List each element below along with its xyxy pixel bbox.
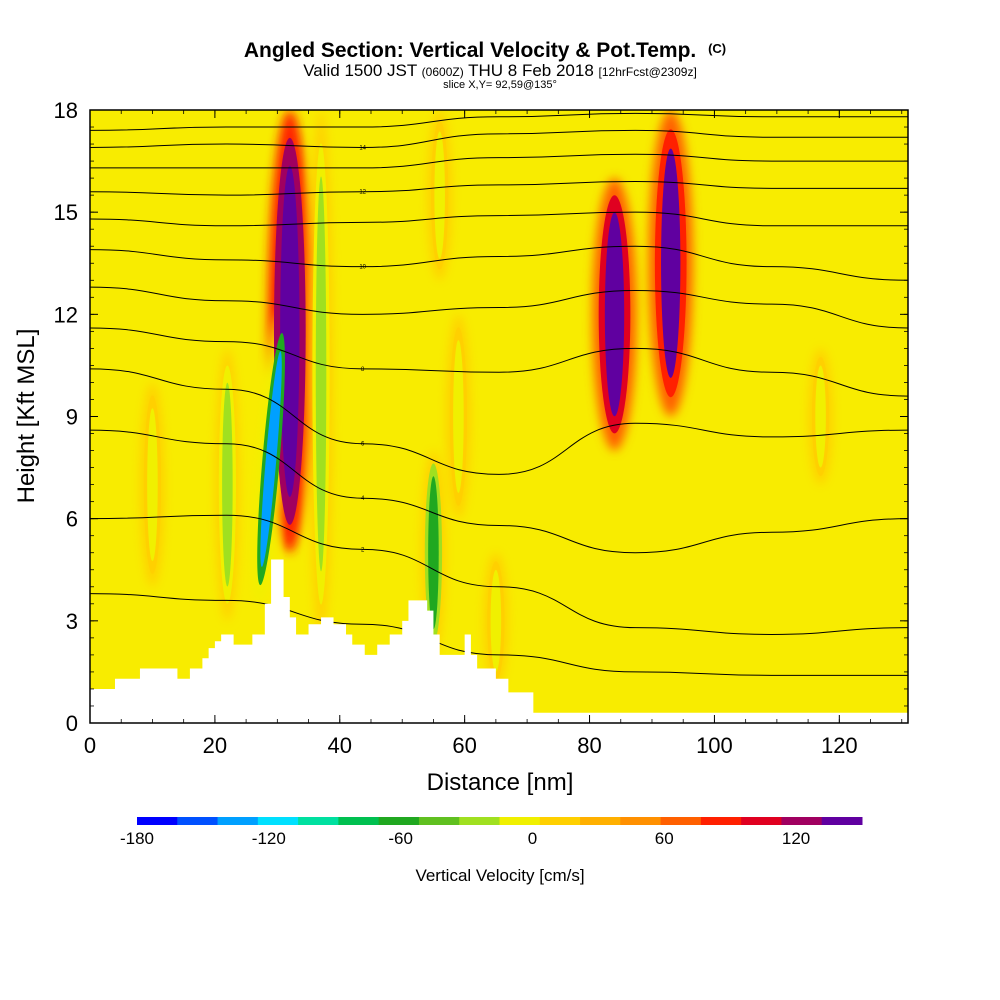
isentrope-label: 6 [361, 442, 365, 448]
colorbar-swatch [539, 817, 581, 825]
colorbar-swatch [217, 817, 259, 825]
colorbar-swatch [821, 817, 863, 825]
isentrope-line [90, 129, 908, 148]
isentrope-label: 10 [359, 265, 366, 271]
x-axis-label: Distance [nm] [427, 769, 574, 796]
colorbar-swatch [418, 817, 460, 825]
x-tick-label: 80 [577, 733, 601, 758]
svg-text:Valid 1500 JST (0600Z): Valid 1500 JST (0600Z) THU 8 Feb 2018 [1… [303, 61, 697, 80]
colorbar-tick-label: 120 [782, 829, 810, 848]
title-units: (C) [708, 41, 726, 56]
colorbar-swatch [378, 817, 420, 825]
isentrope-line [90, 245, 908, 281]
downdraft-5-layer-2 [147, 408, 158, 562]
colorbar-swatch [580, 817, 621, 825]
forecast-info: [12hrFcst@2309z] [599, 65, 697, 79]
colorbar-swatch [499, 817, 541, 825]
colorbar-tick-label: 0 [528, 829, 537, 848]
chart-title: Angled Section: Vertical Velocity & Pot.… [244, 39, 696, 62]
downdraft-2-layer-2 [222, 382, 233, 587]
x-tick-label: 0 [84, 733, 96, 758]
downdraft-6-layer-2 [490, 569, 502, 672]
y-tick-label: 18 [54, 98, 78, 123]
colorbar-swatch [741, 817, 782, 825]
colorbar-swatch [620, 817, 662, 825]
y-tick-label: 0 [66, 711, 78, 736]
slice-info: slice X,Y= 92,59@135° [443, 79, 557, 91]
terrain-mask [90, 559, 908, 723]
x-tick-label: 60 [452, 733, 476, 758]
valid-date: THU 8 Feb 2018 [468, 61, 594, 80]
colorbar-swatch [298, 817, 339, 825]
isentrope-line [90, 593, 908, 676]
colorbar-swatch [700, 817, 742, 825]
downdraft-4-layer-2 [453, 340, 464, 493]
colorbar-swatch [781, 817, 823, 825]
isentrope-line [90, 368, 908, 475]
colorbar-tick-label: -180 [120, 829, 154, 848]
downdraft-3-layer-2 [428, 476, 439, 630]
isentrope-line [90, 327, 908, 397]
colorbar-tick-label: -120 [252, 829, 286, 848]
isentrope-line [90, 429, 908, 554]
isentrope-label: 14 [359, 145, 366, 151]
colorbar-swatch [338, 817, 380, 825]
x-tick-label: 20 [203, 733, 227, 758]
colorbar-tick-label: -60 [388, 829, 413, 848]
updraft-1-layer-2 [604, 212, 625, 417]
y-tick-label: 6 [66, 507, 78, 532]
isentrope-contours: 2 4 6 8 10 12 14 [90, 112, 908, 676]
x-tick-label: 120 [821, 733, 858, 758]
isentrope-label: 2 [361, 547, 365, 553]
isentrope-label: 8 [361, 367, 365, 373]
y-tick-label: 15 [54, 200, 78, 225]
x-tick-label: 100 [696, 733, 733, 758]
colorbar-swatch [137, 817, 178, 825]
downdraft-8-layer-2 [434, 131, 445, 259]
isentrope-line [90, 211, 908, 227]
colorbar-swatch [459, 817, 500, 825]
colorbar: -180 -120 -60 0 60 120 [120, 817, 863, 848]
y-axis-label: Height [Kft MSL] [13, 329, 40, 504]
downdraft-0-layer-2 [260, 351, 282, 567]
isentrope-line [90, 181, 908, 196]
colorbar-swatch [177, 817, 219, 825]
colorbar-swatch [660, 817, 702, 825]
axes: 0 20 40 60 80 100 120 0 3 6 9 12 15 18 [54, 98, 908, 758]
colorbar-label: Vertical Velocity [cm/s] [415, 866, 584, 885]
colorbar-swatch [257, 817, 299, 825]
plot-area: 2 4 6 8 10 12 14 [90, 110, 908, 723]
updraft-0-layer-2 [280, 165, 300, 497]
y-tick-label: 3 [66, 609, 78, 634]
colorbar-tick-label: 60 [655, 829, 674, 848]
isentrope-line [90, 112, 908, 131]
isentrope-line [90, 514, 908, 635]
isentrope-line [90, 286, 908, 329]
valid-zulu: (0600Z) [422, 65, 464, 79]
isentrope-label: 4 [361, 496, 365, 502]
x-tick-label: 40 [328, 733, 352, 758]
isentrope-label: 12 [359, 190, 366, 196]
downdraft-7-layer-2 [815, 365, 826, 468]
isentrope-line [90, 153, 908, 169]
downdraft-1-layer-2 [315, 176, 327, 572]
velocity-cells [143, 120, 830, 681]
svg-text:Angled Section: Vertical Veloc: Angled Section: Vertical Velocity & Pot.… [244, 39, 726, 62]
y-tick-label: 9 [66, 405, 78, 430]
updraft-2-layer-2 [661, 148, 681, 378]
valid-time: Valid 1500 JST [303, 61, 417, 80]
y-tick-label: 12 [54, 302, 78, 327]
